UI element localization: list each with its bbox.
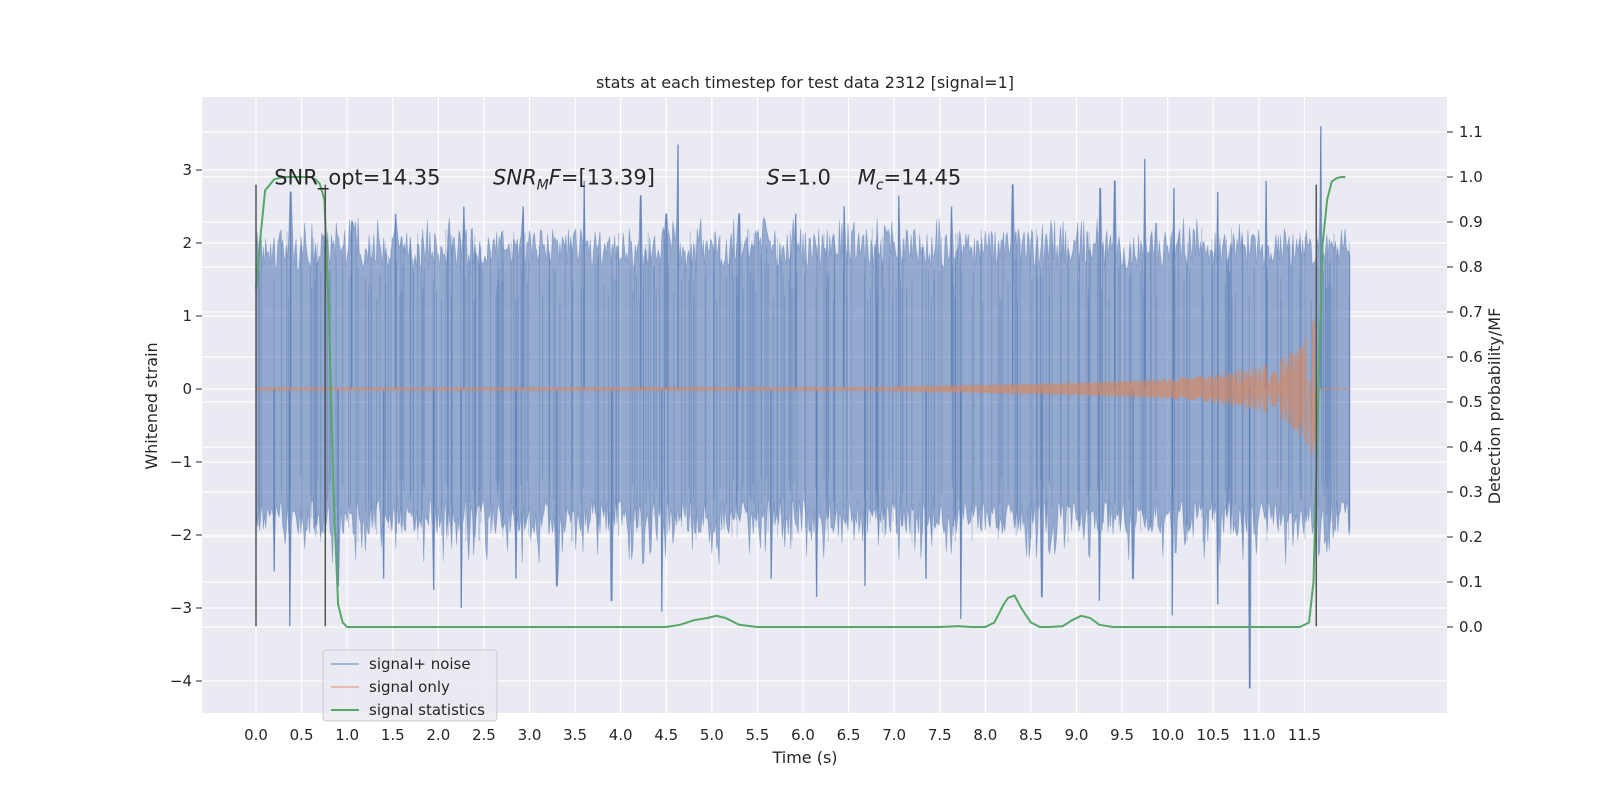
- x-tick-label: 6.0: [791, 726, 815, 744]
- series-layer: [255, 126, 1351, 689]
- y-tick-label: −3: [170, 599, 192, 617]
- annotation-snr-opt: SNR_opt=14.35: [274, 165, 440, 190]
- x-tick-label: 0.0: [244, 726, 268, 744]
- y2-tick-label: 0.9: [1459, 213, 1483, 231]
- y-tick-label: 2: [182, 234, 192, 252]
- series-signal-only: [255, 321, 1350, 455]
- x-tick-label: 3.5: [563, 726, 587, 744]
- y2-tick-label: 0.3: [1459, 483, 1483, 501]
- y-axis-label: Whitened strain: [142, 342, 161, 469]
- x-tick-label: 1.0: [335, 726, 359, 744]
- x-tick-label: 4.0: [609, 726, 633, 744]
- y2-tick-label: 0.2: [1459, 528, 1483, 546]
- y-tick-label: −2: [170, 526, 192, 544]
- x-tick-label: 7.5: [928, 726, 952, 744]
- y2-tick-label: 0.4: [1459, 438, 1483, 456]
- x-tick-label: 5.0: [700, 726, 724, 744]
- legend-box: [322, 649, 498, 722]
- y-tick-label: −1: [170, 453, 192, 471]
- x-tick-label: 8.5: [1019, 726, 1043, 744]
- y2-tick-label: 0.6: [1459, 348, 1483, 366]
- x-tick-label: 6.5: [837, 726, 861, 744]
- x-tick-label: 8.0: [973, 726, 997, 744]
- ticks: 0.0 0.5 1.0 1.5 2.0 2.5 3.0 3.5 4.0 4.5 5.0 5.5 6.0 6…: [170, 123, 1483, 744]
- annotation-snr-mf: SNRMF=[13.39]: [493, 165, 655, 193]
- x-tick-label: 1.5: [381, 726, 405, 744]
- x-tick-label: 11.5: [1288, 726, 1321, 744]
- annotations: SNR_opt=14.35 SNRMF=[13.39] S=1.0 Mc=14.45: [274, 165, 961, 193]
- legend: signal+ noise signal only signal statistic…: [322, 649, 498, 722]
- y2-tick-label: 1.0: [1459, 168, 1483, 186]
- x-tick-label: 2.0: [426, 726, 450, 744]
- y-tick-label: 0: [182, 380, 192, 398]
- signal-only-line: [255, 321, 1350, 455]
- vertical-markers: [255, 184, 1318, 627]
- x-axis-label: Time (s): [771, 748, 837, 767]
- x-tick-label: 7.0: [882, 726, 906, 744]
- series-signal-noise: [255, 126, 1351, 689]
- x-tick-label: 3.0: [518, 726, 542, 744]
- annotation-s: S=1.0: [767, 165, 831, 189]
- x-tick-label: 9.5: [1110, 726, 1134, 744]
- y2-tick-label: 0.5: [1459, 393, 1483, 411]
- annotation-mc: Mc=14.45: [858, 165, 962, 193]
- legend-label: signal only: [369, 678, 450, 696]
- y-tick-label: −4: [170, 672, 192, 690]
- x-tick-label: 9.0: [1065, 726, 1089, 744]
- y2-tick-label: 0.8: [1459, 258, 1483, 276]
- signal-noise-trace: [255, 126, 1351, 689]
- x-tick-label: 10.5: [1197, 726, 1230, 744]
- y2-tick-label: 0.1: [1459, 573, 1483, 591]
- y-tick-label: 3: [182, 161, 192, 179]
- x-tick-label: 11.0: [1242, 726, 1275, 744]
- y-tick-label: 1: [182, 307, 192, 325]
- x-tick-label: 2.5: [472, 726, 496, 744]
- legend-label: signal statistics: [369, 701, 485, 719]
- x-tick-label: 5.5: [745, 726, 769, 744]
- y2-tick-label: 0.7: [1459, 303, 1483, 321]
- chart-title: stats at each timestep for test data 231…: [596, 73, 1014, 92]
- x-tick-label: 4.5: [654, 726, 678, 744]
- y2-axis-label: Detection probability/MF: [1485, 308, 1504, 505]
- legend-label: signal+ noise: [369, 655, 471, 673]
- x-tick-label: 0.5: [290, 726, 314, 744]
- y2-tick-label: 0.0: [1459, 618, 1483, 636]
- y2-tick-label: 1.1: [1459, 123, 1483, 141]
- x-tick-label: 10.0: [1151, 726, 1184, 744]
